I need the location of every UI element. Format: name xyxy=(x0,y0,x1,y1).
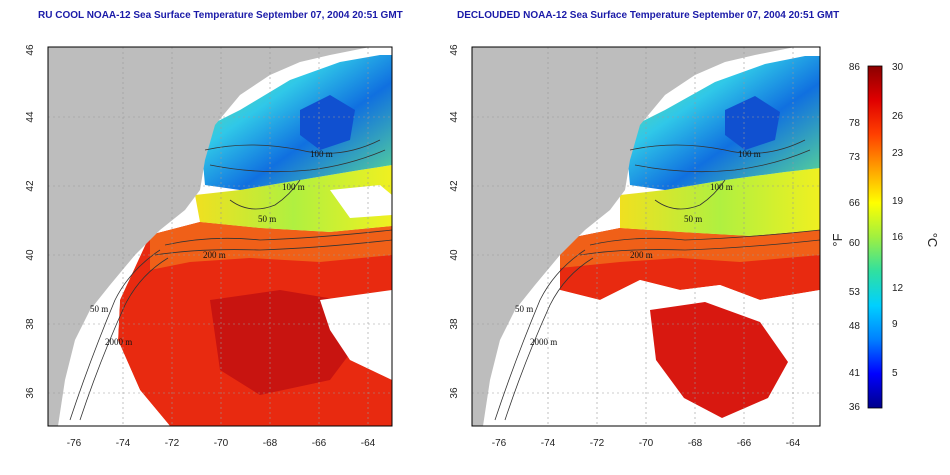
right-lon-tick: -72 xyxy=(590,438,605,449)
right-contour-label-50m-b: 50 m xyxy=(515,304,533,314)
left-lon-tick: -66 xyxy=(312,438,327,449)
fahrenheit-tick: 66 xyxy=(849,198,861,209)
left-lon-tick: -64 xyxy=(361,438,376,449)
fahrenheit-tick: 73 xyxy=(849,152,861,163)
left-lon-tick: -76 xyxy=(67,438,82,449)
celsius-tick: 19 xyxy=(892,196,904,207)
right-contour-label-2000m: 2000 m xyxy=(530,337,557,347)
right-grid xyxy=(472,47,820,426)
left-lat-tick: 38 xyxy=(25,318,36,330)
celsius-tick: 26 xyxy=(892,111,904,122)
right-lon-tick: -64 xyxy=(786,438,801,449)
fahrenheit-tick: 48 xyxy=(849,321,861,332)
celsius-tick: 9 xyxy=(892,319,898,330)
left-warm-core xyxy=(210,290,360,395)
right-land xyxy=(472,47,795,426)
left-lon-tick: -70 xyxy=(214,438,229,449)
left-contour-label-50m-b: 50 m xyxy=(90,304,108,314)
left-cloud-patch xyxy=(330,185,392,218)
left-contour-label-50m-a: 50 m xyxy=(258,214,276,224)
left-contours xyxy=(69,139,392,421)
left-map-panel: 100 m 100 m 50 m 200 m 50 m 2000 m -76 -… xyxy=(25,44,393,449)
left-cloud-patch-coast xyxy=(60,300,170,426)
celsius-tick: 12 xyxy=(892,283,904,294)
right-contour-label-200m: 200 m xyxy=(630,250,653,260)
right-lon-tick: -76 xyxy=(492,438,507,449)
left-grid xyxy=(48,47,392,426)
left-slope-water xyxy=(150,222,392,270)
celsius-tick: 5 xyxy=(892,368,898,379)
fahrenheit-tick: 41 xyxy=(849,368,861,379)
right-lon-tick: -68 xyxy=(688,438,703,449)
left-lat-tick: 36 xyxy=(25,387,36,399)
right-map-frame xyxy=(471,46,821,427)
right-contour-label-100m-a: 100 m xyxy=(738,149,761,159)
celsius-unit-label: °C xyxy=(925,233,940,248)
right-map-title: DECLOUDED NOAA-12 Sea Surface Temperatur… xyxy=(457,10,840,21)
left-shelf-water xyxy=(195,165,392,232)
colorbar-fahrenheit-ticks: 86 78 73 66 60 53 48 41 36 xyxy=(849,62,861,413)
right-lon-axis: -76 -74 -72 -70 -68 -66 -64 xyxy=(492,438,801,449)
fahrenheit-tick: 36 xyxy=(849,402,861,413)
left-lat-tick: 40 xyxy=(25,249,36,261)
right-lat-tick: 44 xyxy=(449,111,460,123)
left-cloud-patch-south xyxy=(320,290,392,380)
celsius-tick: 30 xyxy=(892,62,904,73)
right-lat-tick: 36 xyxy=(449,387,460,399)
right-lon-tick: -70 xyxy=(639,438,654,449)
left-lon-tick: -72 xyxy=(165,438,180,449)
right-cold-core xyxy=(725,96,780,150)
left-lat-tick: 42 xyxy=(25,180,36,192)
right-warm-south-repeat xyxy=(650,302,788,418)
fahrenheit-tick: 60 xyxy=(849,238,861,249)
right-lat-tick: 38 xyxy=(449,318,460,330)
right-contour-label-100m-b: 100 m xyxy=(710,182,733,192)
colorbar: 86 78 73 66 60 53 48 41 36 30 26 23 19 1… xyxy=(830,62,940,413)
right-lon-tick: -66 xyxy=(737,438,752,449)
left-lat-axis: 36 38 40 42 44 46 xyxy=(25,44,36,399)
fahrenheit-tick: 53 xyxy=(849,287,861,298)
left-lat-tick: 46 xyxy=(25,44,36,56)
left-lon-axis: -76 -74 -72 -70 -68 -66 -64 xyxy=(67,438,376,449)
left-cold-core xyxy=(300,95,355,150)
right-lon-tick: -74 xyxy=(541,438,556,449)
right-lat-tick: 42 xyxy=(449,180,460,192)
left-contour-label-200m: 200 m xyxy=(203,250,226,260)
right-shelf-water xyxy=(620,168,820,236)
left-contour-label-100m-b: 100 m xyxy=(282,182,305,192)
right-contour-label-50m-a: 50 m xyxy=(684,214,702,224)
left-lon-tick: -68 xyxy=(263,438,278,449)
right-cool-water xyxy=(625,56,820,190)
fahrenheit-tick: 78 xyxy=(849,118,861,129)
left-lat-tick: 44 xyxy=(25,111,36,123)
fahrenheit-unit-label: °F xyxy=(830,233,845,246)
celsius-tick: 16 xyxy=(892,232,904,243)
right-lat-tick: 46 xyxy=(449,44,460,56)
right-map-panel: 100 m 100 m 50 m 200 m 50 m 2000 m -76 -… xyxy=(449,44,821,449)
celsius-tick: 23 xyxy=(892,148,904,159)
left-cool-water xyxy=(200,55,392,190)
right-contours xyxy=(494,139,820,421)
left-contour-label-2000m: 2000 m xyxy=(105,337,132,347)
left-lon-tick: -74 xyxy=(116,438,131,449)
left-map-frame xyxy=(47,46,393,427)
colorbar-gradient xyxy=(867,65,883,409)
left-contour-label-100m-a: 100 m xyxy=(310,149,333,159)
right-lat-tick: 40 xyxy=(449,249,460,261)
right-slope-water xyxy=(560,228,820,268)
left-land xyxy=(48,47,370,426)
left-map-title: RU COOL NOAA-12 Sea Surface Temperature … xyxy=(38,10,403,21)
right-lat-axis: 36 38 40 42 44 46 xyxy=(449,44,460,399)
fahrenheit-tick: 86 xyxy=(849,62,861,73)
colorbar-celsius-ticks: 30 26 23 19 16 12 9 5 xyxy=(892,62,904,379)
